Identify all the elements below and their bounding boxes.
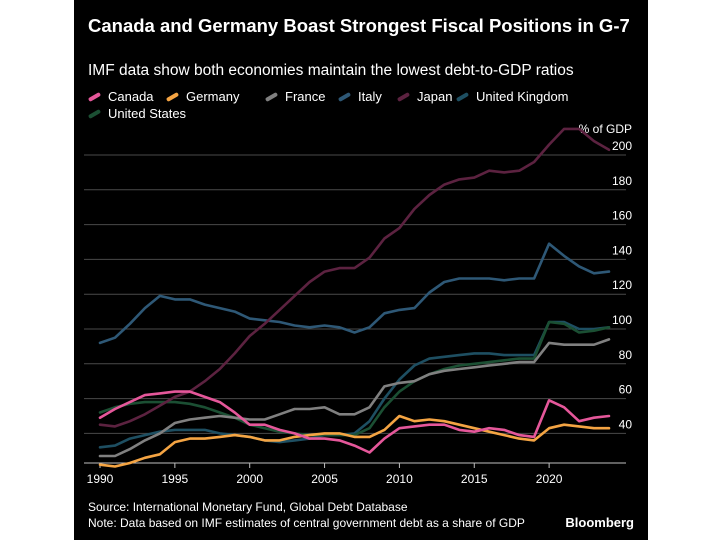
legend-item-united-kingdom: United Kingdom — [455, 89, 569, 105]
x-tick-label-1995: 1995 — [162, 472, 189, 486]
legend-label: Japan — [417, 89, 453, 104]
series-line-united-states — [98, 320, 611, 437]
legend-item-germany: Germany — [165, 89, 240, 105]
x-tick-label-2010: 2010 — [386, 472, 413, 486]
chart-panel: Canada and Germany Boast Strongest Fisca… — [74, 0, 648, 540]
x-tick-label-2015: 2015 — [461, 472, 488, 486]
chart-title: Canada and Germany Boast Strongest Fisca… — [88, 15, 630, 36]
legend-label: United States — [108, 106, 187, 121]
y-tick-label-80: 80 — [619, 348, 633, 362]
legend-item-canada: Canada — [87, 89, 154, 105]
y-tick-label-140: 140 — [612, 243, 632, 257]
legend-item-italy: Italy — [337, 89, 382, 105]
y-tick-label-120: 120 — [612, 278, 632, 292]
data-note: Note: Data based on IMF estimates of cen… — [88, 516, 525, 530]
bloomberg-logo: Bloomberg — [565, 515, 634, 530]
series-line-italy — [98, 242, 611, 345]
series-line-canada — [98, 390, 611, 454]
line-chart: 40 60 80 100 120 140 160 180 200 % of GDP 1990 1995… — [84, 122, 633, 486]
legend-item-united-states: United States — [87, 106, 187, 122]
y-tick-label-200: 200 — [612, 139, 632, 153]
legend-label: Italy — [358, 89, 382, 104]
legend-label: Canada — [108, 89, 154, 104]
y-tick-label-180: 180 — [612, 174, 632, 188]
series-line-germany — [98, 414, 611, 468]
y-tick-label-60: 60 — [619, 383, 633, 397]
legend-item-france: France — [264, 89, 326, 105]
x-tick-label-2005: 2005 — [311, 472, 338, 486]
series-line-united-kingdom — [98, 320, 611, 449]
y-tick-label-40: 40 — [619, 417, 633, 431]
legend-label: Germany — [186, 89, 240, 104]
x-tick-label-2020: 2020 — [536, 472, 563, 486]
legend-label: France — [285, 89, 326, 104]
legend-item-japan: Japan — [396, 89, 453, 105]
y-tick-label-100: 100 — [612, 313, 632, 327]
chart-subtitle: IMF data show both economies maintain th… — [88, 62, 574, 79]
source-note: Source: International Monetary Fund, Glo… — [88, 500, 408, 514]
y-tick-label-160: 160 — [612, 209, 632, 223]
series-line-japan — [98, 127, 611, 428]
x-tick-label-1990: 1990 — [87, 472, 114, 486]
series-line-france — [98, 338, 611, 458]
legend-label: United Kingdom — [476, 89, 569, 104]
y-axis-label: % of GDP — [579, 122, 632, 136]
x-tick-label-2000: 2000 — [236, 472, 263, 486]
